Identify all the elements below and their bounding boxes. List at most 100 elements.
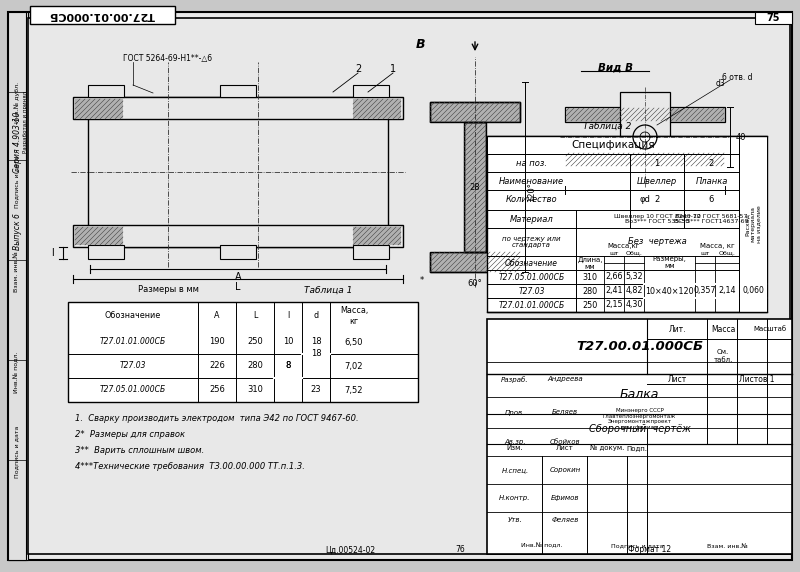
Text: 256: 256	[209, 386, 225, 395]
Bar	[88, 97, 388, 247]
Text: Подпись и дата: Подпись и дата	[611, 543, 663, 549]
Bar	[8, 12, 28, 560]
Bar	[487, 319, 792, 554]
Text: Масштаб: Масштаб	[754, 326, 786, 332]
Text: 226: 226	[209, 362, 225, 371]
Polygon shape	[464, 122, 486, 252]
Bar	[565, 107, 725, 122]
Text: Инв.№ подл.: Инв.№ подл.	[14, 351, 20, 393]
Text: 250: 250	[247, 337, 263, 347]
Text: 310: 310	[582, 272, 598, 281]
Text: Т27.05.01.000СБ: Т27.05.01.000СБ	[498, 272, 565, 281]
Text: 7,52: 7,52	[345, 386, 363, 395]
Text: Вид В: Вид В	[598, 62, 633, 72]
Bar	[464, 122, 486, 252]
Bar	[487, 136, 767, 312]
Text: В: В	[415, 38, 425, 50]
Text: Обозначение: Обозначение	[505, 259, 558, 268]
Text: φd: φd	[639, 196, 650, 205]
Text: 6 отв. d: 6 отв. d	[722, 73, 752, 81]
Bar	[30, 6, 175, 24]
Text: Ефимов: Ефимов	[550, 495, 579, 501]
Text: Подп.: Подп.	[626, 445, 647, 451]
Bar	[220, 85, 256, 97]
Text: Длина,
мм: Длина, мм	[578, 256, 602, 269]
Text: 75: 75	[766, 13, 780, 23]
Text: шт: шт	[700, 251, 710, 256]
Bar	[353, 245, 389, 259]
Text: Утв.: Утв.	[508, 517, 522, 523]
Text: Таблица 1: Таблица 1	[304, 285, 352, 295]
Text: Т27.01.01.000СБ: Т27.01.01.000СБ	[100, 337, 166, 347]
Text: Масса,
кг: Масса, кг	[340, 306, 368, 325]
Text: Разработал и принял: Разработал и принял	[23, 91, 29, 153]
Text: Ав.зр.: Ав.зр.	[504, 439, 526, 445]
Bar	[464, 122, 486, 252]
Text: Минэнерго СССР
Главтеплоэнергомонтаж
Энергомонтажпроект
лен. филиал: Минэнерго СССР Главтеплоэнергомонтаж Эне…	[603, 408, 676, 430]
Text: 280: 280	[247, 362, 263, 371]
Text: 1: 1	[390, 64, 396, 74]
Text: 2,14: 2,14	[718, 287, 736, 296]
Text: Изм.: Изм.	[506, 445, 523, 451]
Text: 1: 1	[654, 158, 660, 168]
Text: 2: 2	[709, 158, 714, 168]
Text: 2,41: 2,41	[606, 287, 622, 296]
Text: Без  чертежа: Без чертежа	[628, 237, 687, 247]
Text: 190: 190	[209, 337, 225, 347]
Bar	[73, 225, 403, 247]
Text: *: *	[420, 276, 424, 284]
Polygon shape	[566, 108, 724, 121]
Bar	[220, 245, 256, 259]
Text: Андреева: Андреева	[547, 376, 583, 383]
Text: Подпись и дата: Подпись и дата	[14, 426, 19, 478]
Text: Взам. инв.№: Взам. инв.№	[706, 543, 747, 549]
Text: ГОСТ 5264-69-Н1**-△6: ГОСТ 5264-69-Н1**-△6	[123, 54, 213, 63]
Text: 10: 10	[282, 337, 294, 347]
Bar	[739, 136, 767, 312]
Text: Т27.05.01.000СБ: Т27.05.01.000СБ	[100, 386, 166, 395]
Text: A: A	[234, 272, 242, 282]
Text: Беляев: Беляев	[552, 410, 578, 415]
Text: Разраб.: Разраб.	[501, 376, 529, 383]
Text: 2,15: 2,15	[605, 300, 623, 309]
Text: 6: 6	[709, 196, 714, 205]
Text: Таблица 2: Таблица 2	[583, 121, 631, 130]
Text: Балка: Балка	[620, 387, 659, 400]
Text: Цд.00524-02: Цд.00524-02	[325, 546, 375, 554]
Bar	[353, 85, 389, 97]
Text: Пров.: Пров.	[505, 410, 525, 415]
Text: Лист 10 ГОСТ 5681-57
ВСт3*** ГОСТ14637-69: Лист 10 ГОСТ 5681-57 ВСт3*** ГОСТ14637-6…	[674, 213, 749, 224]
Text: Размеры в мм: Размеры в мм	[138, 285, 198, 295]
Text: 7,02: 7,02	[345, 362, 363, 371]
Polygon shape	[353, 227, 401, 245]
Text: 3**  Варить сплошным швом.: 3** Варить сплошным швом.	[75, 446, 204, 455]
Text: 2: 2	[355, 64, 361, 74]
Bar	[430, 122, 464, 252]
Text: 8: 8	[286, 362, 290, 371]
Text: Расход
материала
на изделие: Расход материала на изделие	[745, 205, 762, 243]
Text: Масса, кг: Масса, кг	[700, 243, 734, 249]
Text: 23: 23	[310, 386, 322, 395]
Bar	[620, 92, 670, 182]
Text: Швеллер: Швеллер	[637, 177, 677, 185]
Text: Размеры,
мм: Размеры, мм	[653, 256, 686, 269]
Text: Т27.00.01.000СБ: Т27.00.01.000СБ	[49, 10, 155, 20]
Text: 10×40×120: 10×40×120	[645, 287, 694, 296]
Text: Общ.: Общ.	[718, 251, 735, 256]
Text: Инв.№ дубл.: Инв.№ дубл.	[14, 81, 20, 122]
Text: шт: шт	[610, 251, 618, 256]
Text: 310: 310	[247, 386, 263, 395]
Text: 2,66: 2,66	[606, 272, 622, 281]
Text: Наименование: Наименование	[499, 177, 564, 185]
Bar	[430, 102, 520, 122]
Bar	[430, 102, 520, 122]
Text: Лит.: Лит.	[668, 324, 686, 333]
Polygon shape	[353, 99, 401, 119]
Text: L: L	[253, 312, 257, 320]
Text: L: L	[235, 282, 241, 292]
Text: 250: 250	[582, 300, 598, 309]
Text: 18: 18	[310, 337, 322, 347]
Text: Планка: Планка	[695, 177, 728, 185]
Bar	[88, 245, 124, 259]
Text: 28: 28	[470, 182, 480, 192]
